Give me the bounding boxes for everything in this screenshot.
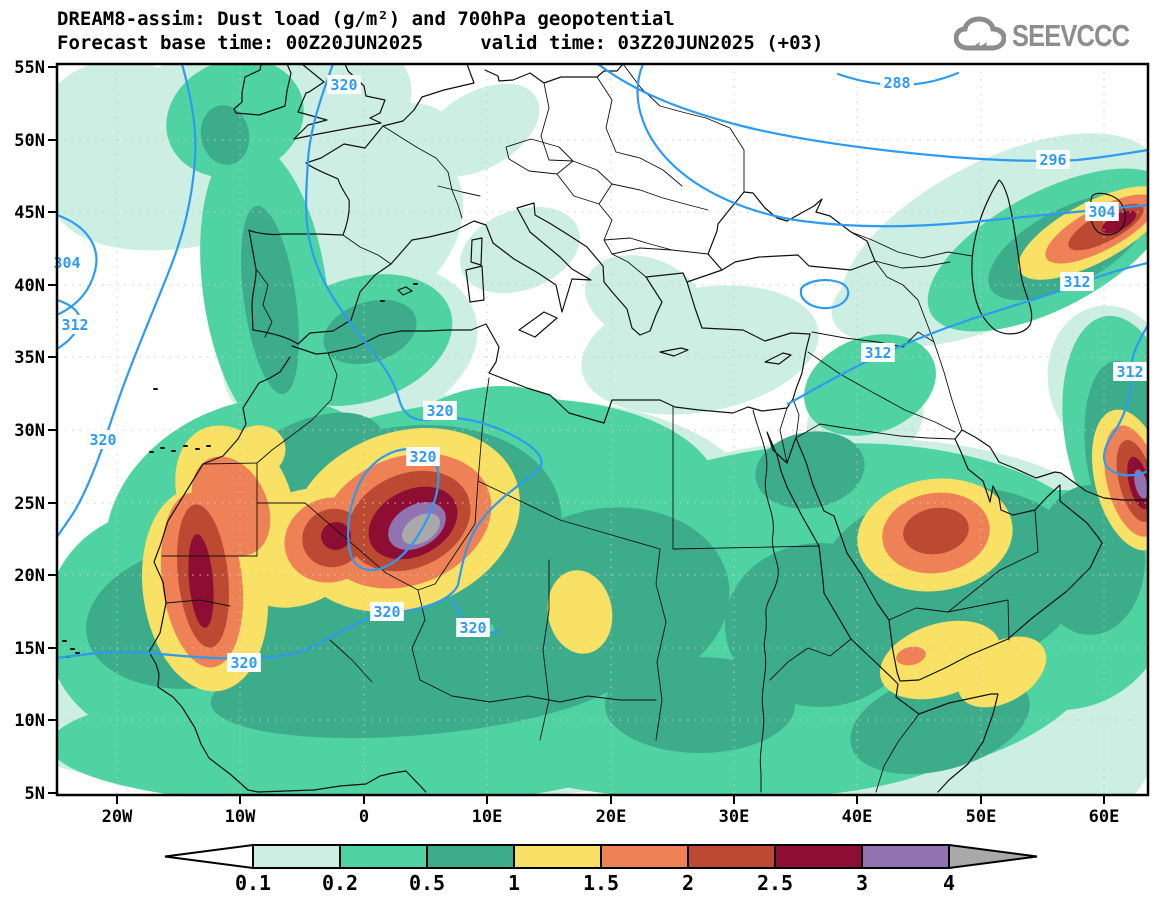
coastline-black-sea	[707, 191, 876, 271]
contour-label-bg	[423, 401, 457, 420]
colorbar-segment	[600, 844, 689, 869]
colorbar-over-arrow	[948, 843, 1038, 870]
colorbar-segment	[687, 844, 776, 869]
coastline-arabia	[766, 429, 1148, 793]
contour-label: 320	[459, 619, 486, 637]
contour-312-closed-loop	[799, 279, 850, 310]
contour-label-bg	[1113, 362, 1147, 381]
colorbar-tick-label: 1.5	[583, 871, 619, 895]
lat-tick-label: 25N	[14, 494, 45, 514]
contour-label: 320	[230, 654, 257, 672]
contour-label: 320	[373, 603, 400, 621]
lon-tick-label: 60E	[1089, 807, 1120, 827]
contour-label-bg	[861, 343, 895, 362]
contour-label-bg	[1060, 272, 1094, 291]
lat-tick-label: 15N	[14, 639, 45, 659]
coastline-mediterranean-north	[297, 202, 811, 345]
contour-label: 296	[1039, 151, 1066, 169]
contour-label: 304	[53, 254, 80, 272]
chart-title: DREAM8-assim: Dust load (g/m²) and 700hP…	[57, 8, 675, 30]
lon-tick-label: 30E	[719, 807, 750, 827]
colorbar-segment	[252, 844, 341, 869]
colorbar-tick-label: 2	[682, 871, 694, 895]
contour-label-bg	[227, 653, 261, 672]
lon-tick-label: 20W	[102, 807, 133, 827]
contour-label-bg	[327, 75, 361, 94]
colorbar-segment	[513, 844, 602, 869]
contour-label-bg	[456, 618, 490, 637]
lon-tick-label: 10W	[225, 807, 256, 827]
contour-label: 312	[1063, 273, 1090, 291]
contour-label-bg	[880, 73, 914, 92]
lat-tick-label: 45N	[14, 203, 45, 223]
lon-tick-label: 50E	[966, 807, 997, 827]
contour-label: 312	[864, 344, 891, 362]
lat-tick-label: 10N	[14, 711, 45, 731]
contour-312-edge	[1103, 323, 1148, 477]
contour-label: 304	[1088, 203, 1115, 221]
contour-label-bg	[1085, 202, 1119, 221]
chart-subtitle: Forecast base time: 00Z20JUN2025 valid t…	[57, 32, 824, 54]
colorbar-tick-label: 0.5	[409, 871, 445, 895]
nile-river	[752, 409, 779, 793]
colorbar-segment	[774, 844, 863, 869]
lat-tick-label: 50N	[14, 131, 45, 151]
coastlines-and-borders	[62, 64, 1148, 793]
contour-label-bg	[370, 602, 404, 621]
colorbar-tick-label: 2.5	[757, 871, 793, 895]
colorbar-segment	[426, 844, 515, 869]
contour-label-bg	[58, 315, 92, 334]
colorbar-segment	[339, 844, 428, 869]
geopotential-contours	[57, 64, 1148, 660]
dust-load-colorbar: 0.1 0.2 0.5 1 1.5 2 2.5 3 4	[164, 843, 1038, 895]
contour-label-bg	[406, 447, 440, 466]
geopotential-contour-labels: 320 288 296 304 304 312 312 312 312 320 320 320 320 3…	[50, 73, 1147, 672]
coastline-ireland	[233, 64, 292, 116]
contour-320-europe-africa	[57, 64, 543, 660]
colorbar-tick-label: 0.2	[322, 871, 358, 895]
lon-tick-label: 40E	[842, 807, 873, 827]
contour-label: 320	[89, 431, 116, 449]
lat-tick-label: 30N	[14, 421, 45, 441]
coastline-caspian	[971, 179, 1126, 335]
contour-label: 320	[330, 76, 357, 94]
contour-label: 288	[883, 74, 910, 92]
contour-label: 312	[1116, 363, 1143, 381]
contour-320-atlantic	[57, 64, 197, 539]
lon-tick-label: 0	[359, 807, 369, 827]
contour-label-bg	[50, 253, 84, 272]
contour-304-west	[57, 213, 98, 317]
axes: 55N 50N 45N 40N 35N 30N 25N 20N 15N 10N 5N 20W 10W 0 1…	[14, 58, 1119, 827]
dust-load-shading	[57, 64, 1148, 795]
borders-europe	[256, 64, 745, 338]
contour-label: 312	[61, 316, 88, 334]
lon-tick-label: 10E	[472, 807, 503, 827]
contour-label: 320	[409, 448, 436, 466]
islands	[397, 237, 792, 365]
colorbar-tick-label: 1	[508, 871, 520, 895]
lat-tick-label: 40N	[14, 276, 45, 296]
colorbar-tick-label: 3	[856, 871, 868, 895]
lat-tick-label: 20N	[14, 566, 45, 586]
contour-label-bg	[86, 430, 120, 449]
contour-label: 320	[426, 402, 453, 420]
contour-304-east	[636, 64, 1148, 228]
colorbar-segment	[861, 844, 950, 869]
colorbar-under-arrow	[164, 843, 254, 870]
colorbar-tick-label: 4	[943, 871, 955, 895]
logo-text: SEEVCCC	[1012, 18, 1130, 53]
lon-tick-label: 20E	[596, 807, 627, 827]
contour-296	[596, 64, 1148, 162]
colorbar-tick-label: 0.1	[235, 871, 271, 895]
borders-africa	[161, 352, 920, 793]
contour-label-bg	[1036, 150, 1070, 169]
cloud-icon	[954, 16, 1007, 51]
lat-tick-label: 55N	[14, 58, 45, 78]
lat-tick-label: 5N	[25, 784, 45, 804]
lat-tick-label: 35N	[14, 348, 45, 368]
seevccc-logo: SEEVCCC	[954, 16, 1155, 56]
borders-middle-east	[779, 231, 1039, 641]
